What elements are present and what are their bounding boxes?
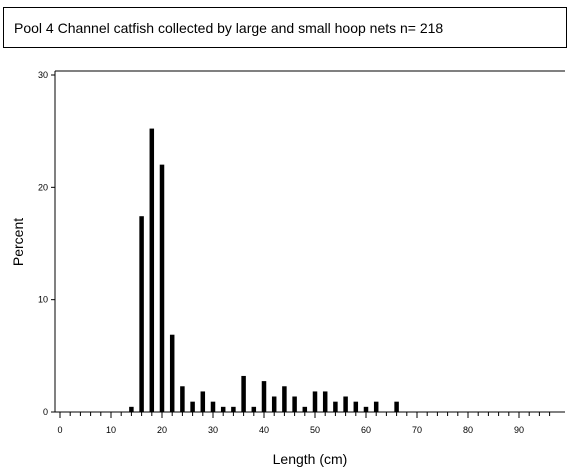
x-tick-label: 90 [514,425,524,435]
bar [180,386,185,412]
y-tick-label: 10 [38,295,48,305]
bar [282,386,287,412]
x-tick-label: 40 [259,425,269,435]
x-tick-label: 60 [361,425,371,435]
axes-group [51,70,565,418]
bar [129,406,134,412]
bar [261,381,267,412]
bar [353,401,359,412]
bar [394,401,399,412]
chart-title-box: Pool 4 Channel catfish collected by larg… [3,7,567,48]
bar [231,406,236,412]
y-axis-title: Percent [10,218,26,266]
bars-group [129,128,399,412]
bar [241,375,246,412]
bar [159,164,165,412]
bar [251,406,257,412]
x-tick-label: 80 [463,425,473,435]
y-tick-label: 20 [38,182,48,192]
bar [312,391,318,412]
x-tick-label: 0 [57,425,62,435]
bar [271,396,277,412]
bar [333,401,338,412]
bar [190,401,195,412]
bar [220,406,226,412]
bar [373,401,379,412]
x-tick-label: 30 [208,425,218,435]
bar [302,406,308,412]
x-axis-title: Length (cm) [273,451,348,467]
labels-group: 0 10 20 30 40 50 60 70 80 90 0 10 20 30 [38,70,524,435]
bar [169,334,175,412]
x-tick-label: 20 [157,425,167,435]
bar [322,391,328,412]
x-tick-label: 70 [412,425,422,435]
bar [343,396,348,412]
x-tick-label: 50 [310,425,320,435]
x-tick-label: 10 [106,425,116,435]
y-tick-label: 30 [38,70,48,80]
bar [292,396,297,412]
bar [363,406,369,412]
bar [149,128,155,412]
chart-title: Pool 4 Channel catfish collected by larg… [14,20,444,36]
bar [139,216,144,412]
bar [200,391,206,412]
y-tick-label: 0 [43,407,48,417]
bar [210,401,216,412]
